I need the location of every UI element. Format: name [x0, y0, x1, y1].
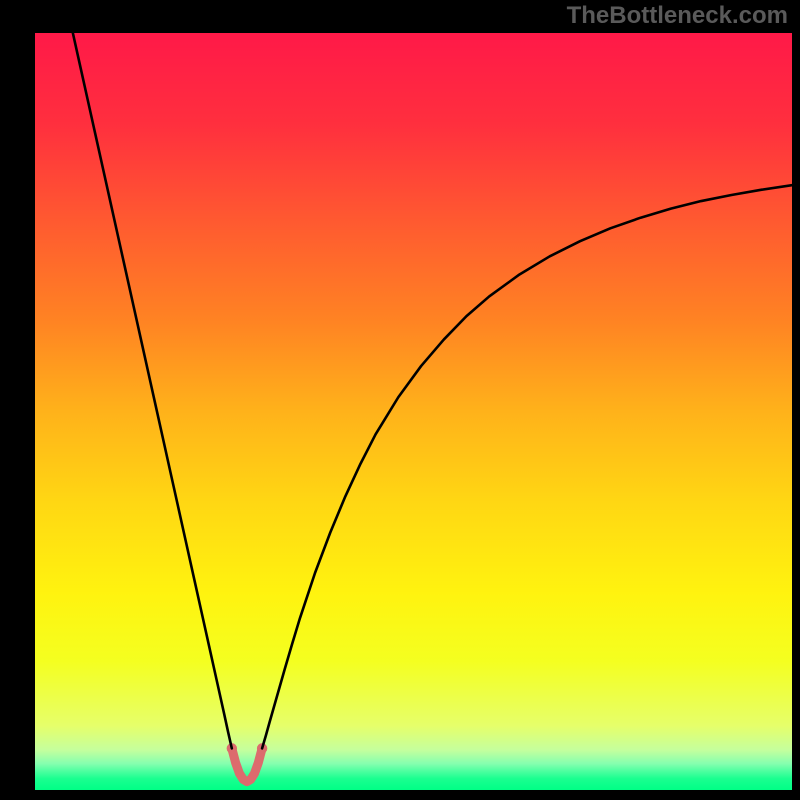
- plot-svg: [35, 33, 792, 790]
- curve-right: [262, 185, 792, 748]
- plot-area: [35, 33, 792, 790]
- stage: TheBottleneck.com: [0, 0, 800, 800]
- valley-marker-line: [232, 748, 262, 781]
- curve-left: [73, 33, 232, 748]
- watermark-text: TheBottleneck.com: [567, 2, 788, 30]
